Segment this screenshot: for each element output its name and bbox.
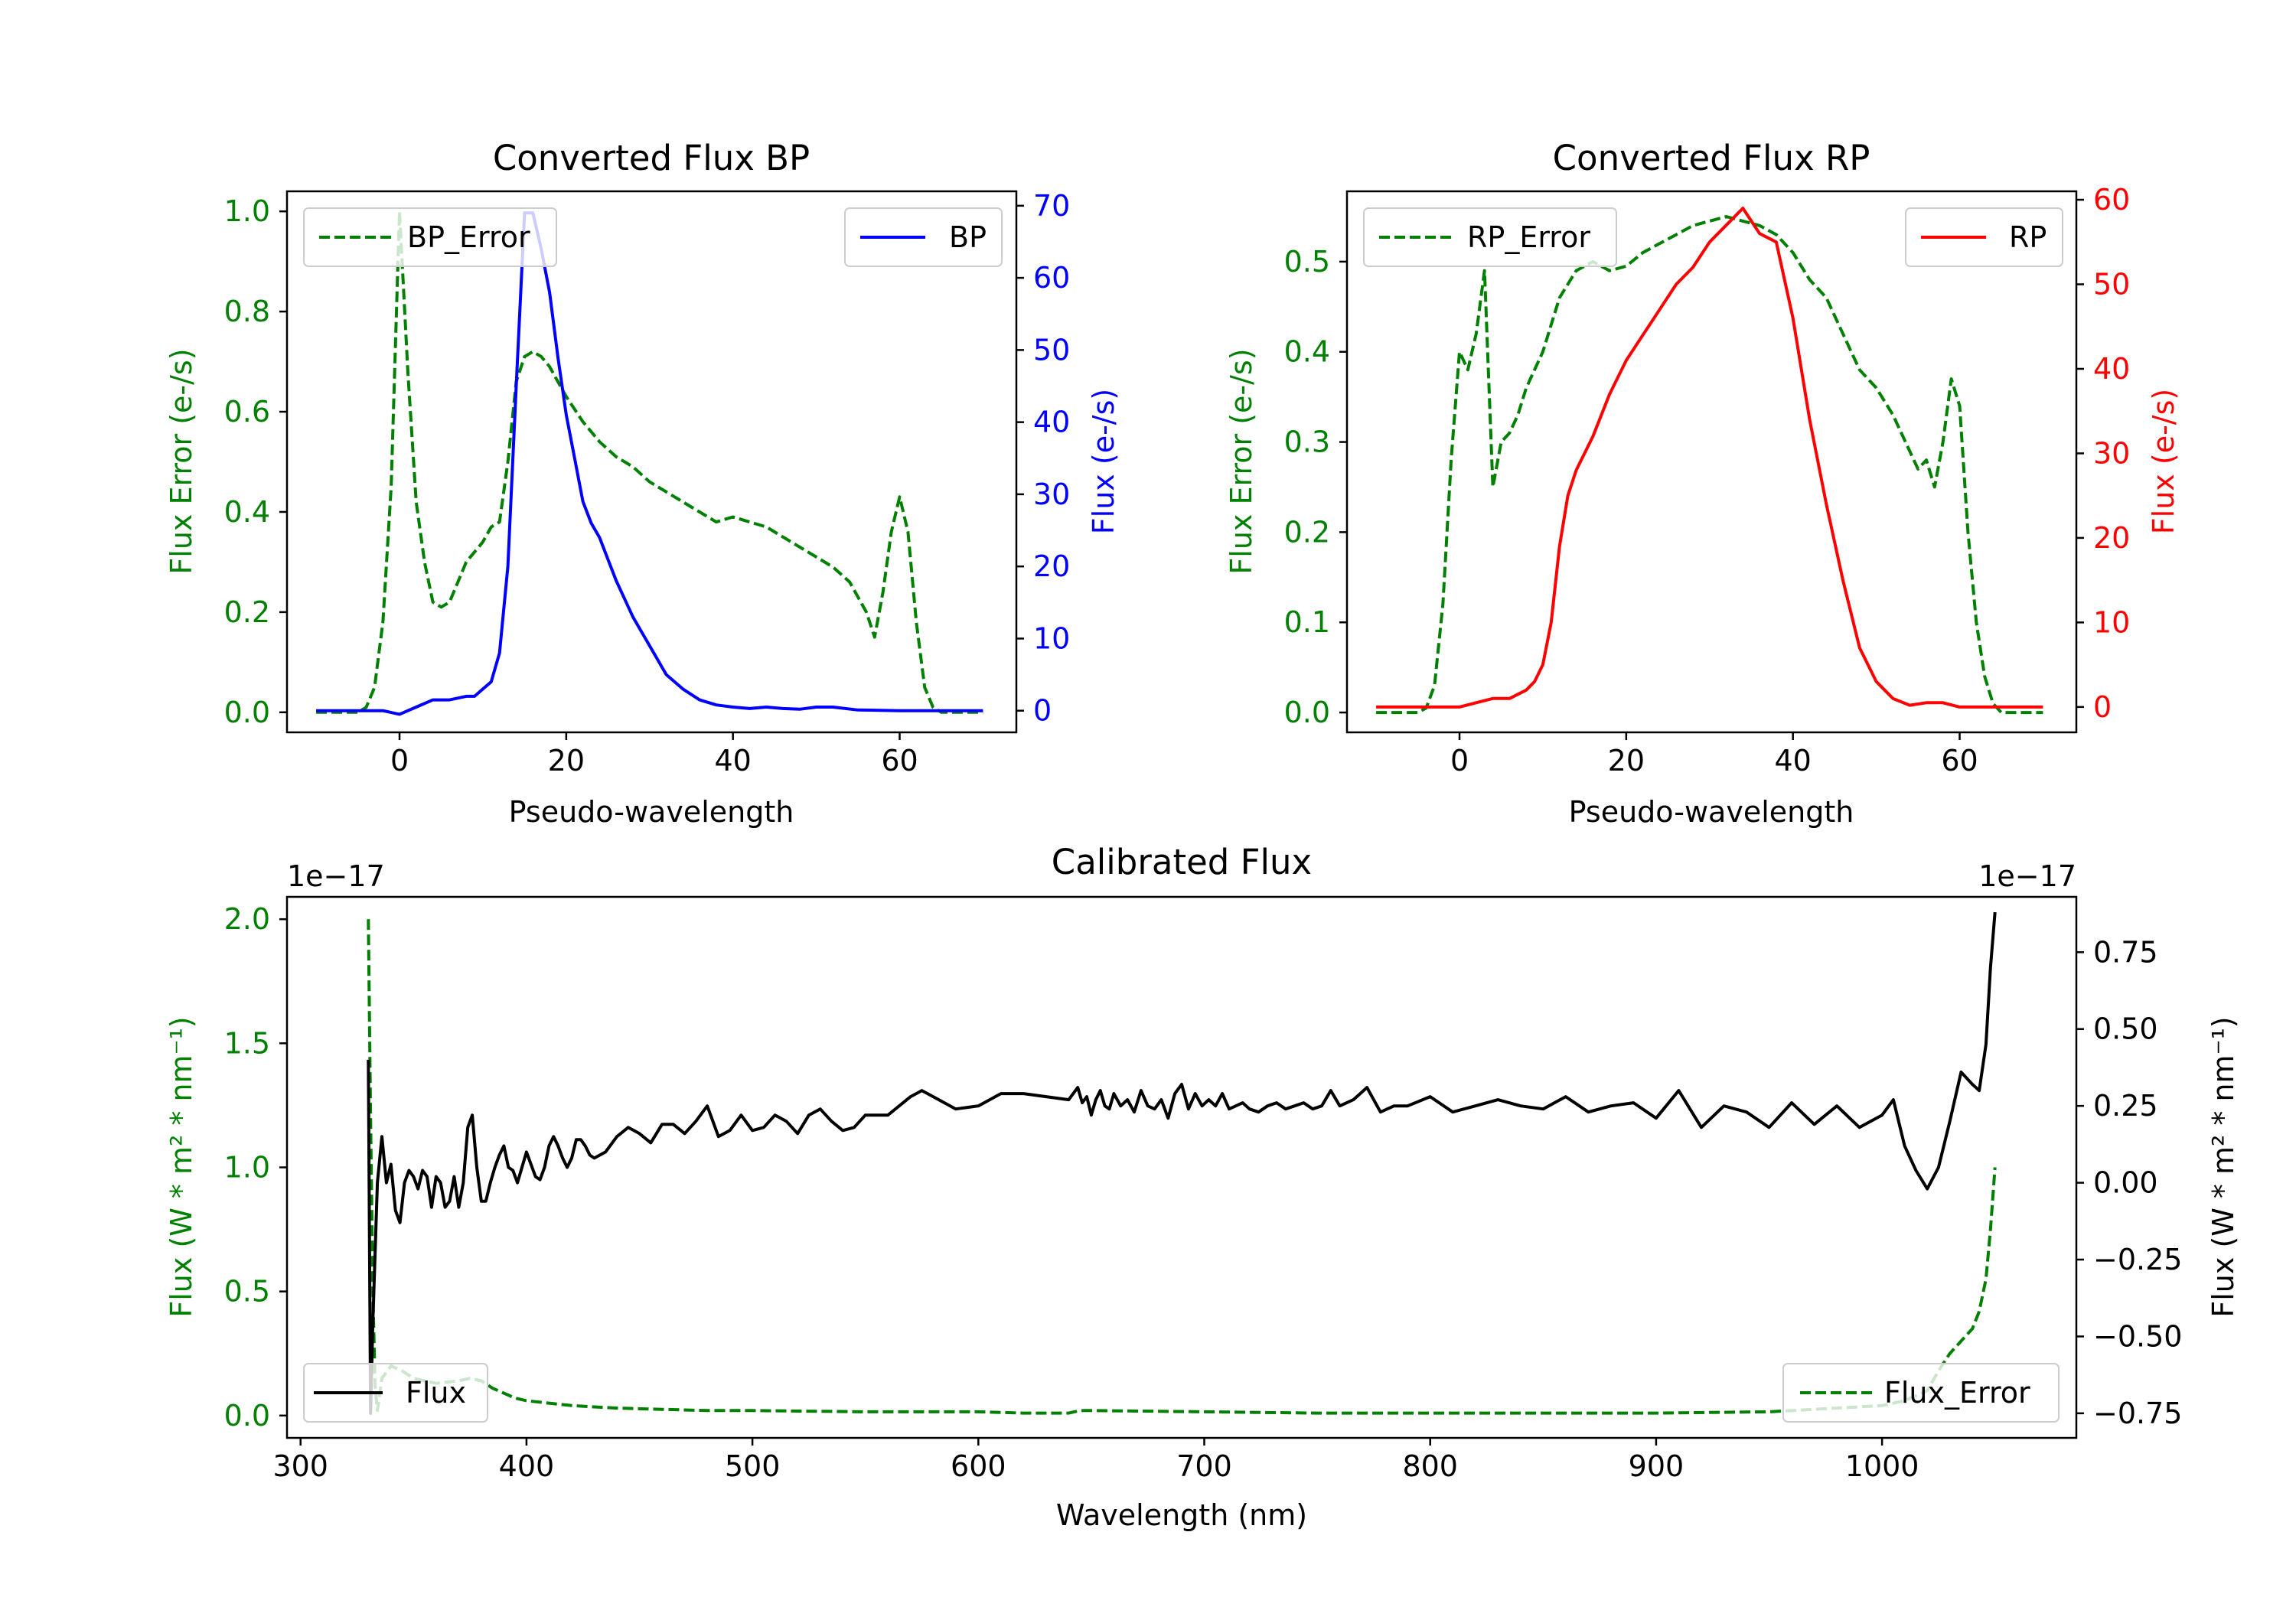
rp-left-y-tick-label: 0.5 xyxy=(1284,245,1330,279)
bp-right-y-tick-label: 60 xyxy=(1033,261,1070,295)
calibrated-right-y-tick-label: −0.75 xyxy=(2093,1397,2182,1430)
bp-right-y-tick-label: 70 xyxy=(1033,189,1070,223)
calibrated-right-y-tick-label: 0.75 xyxy=(2093,935,2158,969)
bp-legend-label: BP xyxy=(949,220,987,254)
bp-left-y-tick-label: 0.6 xyxy=(224,395,270,429)
calibrated-right-y-tick-label: 0.00 xyxy=(2093,1166,2158,1200)
bp-legend: BP xyxy=(844,207,1003,267)
calibrated-right-y-tick-label: −0.25 xyxy=(2093,1243,2182,1276)
rp-right-y-tick-label: 20 xyxy=(2093,521,2130,555)
rp-error-legend: RP_Error xyxy=(1363,207,1617,267)
bp-series-line xyxy=(316,211,983,716)
rp-right-y-tick-label: 0 xyxy=(2093,690,2112,724)
calibrated-x-tick-label: 900 xyxy=(1629,1449,1684,1483)
rp-left-y-tick-label: 0.2 xyxy=(1284,515,1330,549)
rp-x-tick-label: 0 xyxy=(1450,744,1469,777)
bp-left-axis-label: Flux Error (e-/s) xyxy=(165,348,198,574)
calibrated-panel: 300 400 500 600 700 800 900 1000 0.0 0.5 1.0 1.5 2.0… xyxy=(165,842,2240,1532)
bp-right-y-tick-label: 30 xyxy=(1033,478,1070,511)
bp-error-legend: BP_Error xyxy=(303,207,557,267)
bp-left-y-tick-label: 0.0 xyxy=(224,696,270,729)
rp-left-y-tick-label: 0.1 xyxy=(1284,605,1330,639)
bp-x-axis-label: Pseudo-wavelength xyxy=(509,795,794,829)
rp-error-legend-label: RP_Error xyxy=(1467,220,1590,254)
bp-right-y-tick-label: 10 xyxy=(1033,621,1070,655)
rp-right-axis-label: Flux (e-/s) xyxy=(2147,389,2180,534)
bp-left-y-tick-label: 0.4 xyxy=(224,495,270,529)
calibrated-left-y-tick-label: 1.5 xyxy=(224,1026,270,1060)
rp-left-y-tick-label: 0.4 xyxy=(1284,335,1330,369)
bp-left-y-tick-label: 1.0 xyxy=(224,194,270,228)
calibrated-right-y-tick-label: 0.25 xyxy=(2093,1089,2158,1123)
rp-chart-title: Converted Flux RP xyxy=(1553,138,1870,178)
rp-series-line xyxy=(1376,207,2043,709)
calibrated-x-tick-label: 800 xyxy=(1402,1449,1458,1483)
rp-right-y-tick-label: 60 xyxy=(2093,183,2130,217)
rp-axes-frame xyxy=(1345,190,2078,734)
rp-x-tick-label: 60 xyxy=(1941,744,1978,777)
bp-panel: 0 20 40 60 0.0 0.2 0.4 0.6 0.8 1.0 0 10 20 30 40 50 60 70… xyxy=(165,138,1120,829)
flux-error-series-line xyxy=(367,919,1997,1415)
calibrated-x-tick-label: 700 xyxy=(1176,1449,1232,1483)
calibrated-left-y-tick-label: 1.0 xyxy=(224,1151,270,1185)
calibrated-x-tick-label: 500 xyxy=(725,1449,781,1483)
bp-x-tick-label: 20 xyxy=(548,744,585,777)
flux-series-line xyxy=(367,911,1997,1415)
calibrated-left-y-tick-label: 0.0 xyxy=(224,1399,270,1433)
calibrated-right-y-tick-label: 0.50 xyxy=(2093,1012,2158,1046)
bp-chart-title: Converted Flux BP xyxy=(493,138,810,178)
calibrated-left-y-tick-label: 2.0 xyxy=(224,902,270,936)
rp-left-y-tick-label: 0.0 xyxy=(1284,696,1330,729)
calibrated-x-tick-label: 600 xyxy=(951,1449,1006,1483)
rp-legend: RP xyxy=(1905,207,2063,267)
calibrated-left-y-tick-label: 0.5 xyxy=(224,1275,270,1309)
flux-error-legend: Flux_Error xyxy=(1782,1363,2060,1423)
rp-x-axis-label: Pseudo-wavelength xyxy=(1569,795,1854,829)
calibrated-chart-title: Calibrated Flux xyxy=(1052,842,1312,882)
calibrated-right-y-tick-label: −0.50 xyxy=(2093,1319,2182,1353)
bp-error-series-line xyxy=(316,210,983,714)
bp-right-y-tick-label: 50 xyxy=(1033,333,1070,367)
bp-right-axis-label: Flux (e-/s) xyxy=(1087,389,1120,534)
bp-left-y-tick-label: 0.8 xyxy=(224,295,270,328)
bp-right-y-tick-label: 20 xyxy=(1033,549,1070,583)
rp-left-axis-label: Flux Error (e-/s) xyxy=(1225,348,1258,574)
bp-axes-frame xyxy=(285,190,1018,734)
bp-x-tick-label: 40 xyxy=(715,744,752,777)
rp-x-tick-label: 20 xyxy=(1608,744,1645,777)
calibrated-x-axis-label: Wavelength (nm) xyxy=(1056,1498,1307,1532)
rp-right-y-tick-label: 30 xyxy=(2093,436,2130,470)
calibrated-right-axis-label: Flux (W * m² * nm⁻¹) xyxy=(2206,1016,2240,1317)
rp-panel: 0 20 40 60 0.0 0.1 0.2 0.3 0.4 0.5 0 10 20 30 40 50 60 C… xyxy=(1225,138,2180,829)
rp-right-y-tick-label: 10 xyxy=(2093,605,2130,639)
flux-legend-label: Flux xyxy=(406,1376,466,1410)
calibrated-x-tick-label: 1000 xyxy=(1845,1449,1919,1483)
calibrated-x-tick-label: 300 xyxy=(272,1449,328,1483)
rp-left-y-tick-label: 0.3 xyxy=(1284,425,1330,459)
bp-error-legend-label: BP_Error xyxy=(407,220,530,254)
rp-x-tick-label: 40 xyxy=(1775,744,1812,777)
rp-right-y-tick-label: 40 xyxy=(2093,352,2130,386)
rp-right-y-tick-label: 50 xyxy=(2093,268,2130,302)
rp-error-series-line xyxy=(1376,215,2043,715)
flux-legend: Flux xyxy=(303,1363,488,1423)
rp-legend-label: RP xyxy=(2009,220,2047,254)
calibrated-left-axis-label: Flux (W * m² * nm⁻¹) xyxy=(165,1016,198,1317)
calibrated-right-offset-label: 1e−17 xyxy=(1978,859,2076,893)
calibrated-x-tick-label: 400 xyxy=(499,1449,555,1483)
calibrated-left-offset-label: 1e−17 xyxy=(287,859,385,893)
bp-right-y-tick-label: 40 xyxy=(1033,406,1070,439)
bp-left-y-tick-label: 0.2 xyxy=(224,595,270,629)
bp-x-tick-label: 0 xyxy=(390,744,409,777)
bp-x-tick-label: 60 xyxy=(881,744,918,777)
bp-right-y-tick-label: 0 xyxy=(1033,694,1052,728)
calibrated-axes-frame xyxy=(285,895,2078,1439)
flux-error-legend-label: Flux_Error xyxy=(1884,1376,2030,1410)
